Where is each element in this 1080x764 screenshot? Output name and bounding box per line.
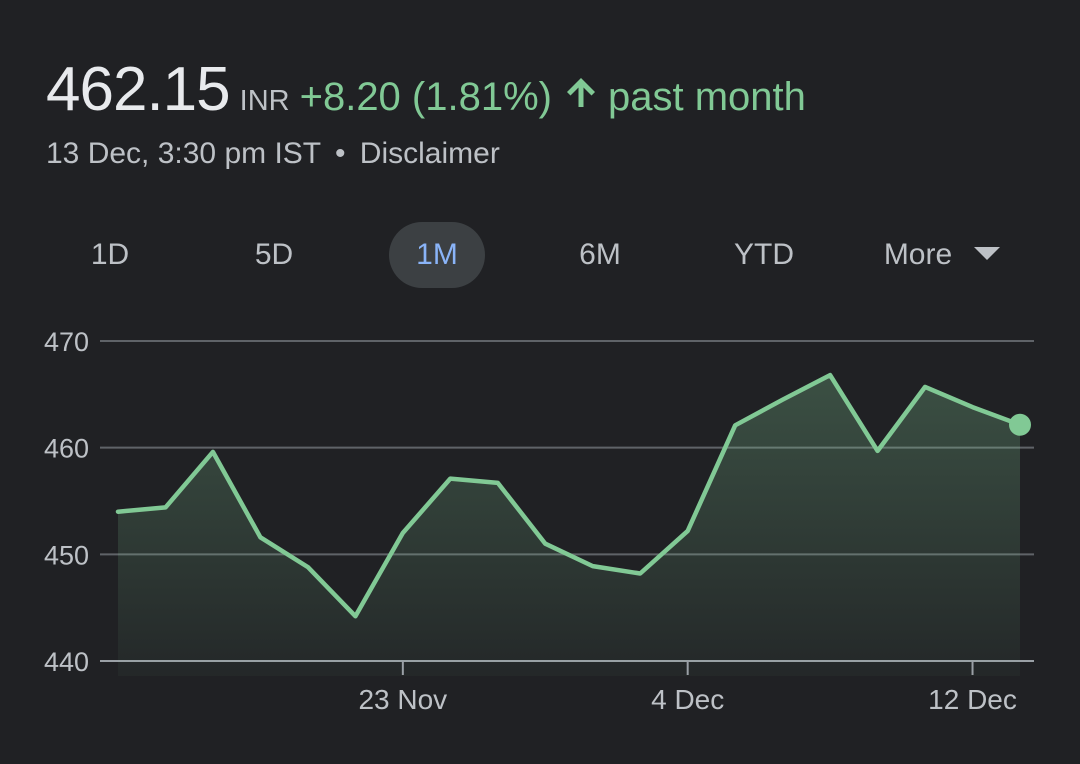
x-tick-label: 4 Dec: [651, 684, 724, 715]
price-area: [118, 375, 1020, 676]
quote-meta: 13 Dec, 3:30 pm IST • Disclaimer: [46, 137, 500, 171]
x-tick-label: 23 Nov: [358, 684, 447, 715]
y-tick-label: 460: [44, 434, 89, 464]
tab-label: More: [883, 238, 953, 271]
price-line: 462.15 INR +8.20 (1.81%) past month: [46, 54, 806, 125]
tab-6m[interactable]: 6M: [552, 222, 648, 288]
y-tick-label: 470: [44, 327, 89, 357]
price-line-series: [115, 372, 1023, 619]
tab-more[interactable]: More: [862, 222, 1022, 288]
x-axis: 23 Nov 4 Dec 12 Dec: [358, 661, 1017, 715]
y-tick-label: 450: [44, 540, 89, 570]
y-axis: 470 460 450 440: [44, 327, 89, 677]
quote-header: 462.15 INR +8.20 (1.81%) past month: [46, 54, 806, 125]
current-price: 462.15: [46, 55, 231, 124]
tab-label: 5D: [254, 238, 294, 271]
price-change: +8.20 (1.81%): [299, 75, 552, 119]
tab-1d[interactable]: 1D: [62, 222, 158, 288]
tab-label: 1M: [416, 238, 458, 271]
caret-down-icon: [974, 246, 1001, 260]
price-chart[interactable]: 470 460 450 440 23 Nov 4 Dec 12 Dec: [0, 300, 1080, 764]
tab-label: 6M: [579, 238, 621, 271]
change-period: past month: [607, 75, 806, 119]
disclaimer-link[interactable]: Disclaimer: [359, 137, 500, 170]
last-price-point: [1009, 413, 1031, 436]
currency-code: INR: [239, 85, 290, 117]
tab-5d[interactable]: 5D: [226, 222, 322, 288]
tab-ytd[interactable]: YTD: [714, 222, 814, 288]
arrow-up-icon: [564, 75, 598, 109]
x-tick-label: 12 Dec: [928, 684, 1017, 715]
meta-separator: •: [334, 137, 346, 170]
tab-1m[interactable]: 1M: [389, 222, 485, 288]
tab-label: 1D: [90, 238, 130, 271]
tab-label: YTD: [734, 238, 794, 271]
quote-timestamp: 13 Dec, 3:30 pm IST: [46, 137, 321, 170]
range-tabs: 1D 5D 1M 6M YTD More: [0, 222, 1080, 288]
y-tick-label: 440: [44, 647, 89, 677]
